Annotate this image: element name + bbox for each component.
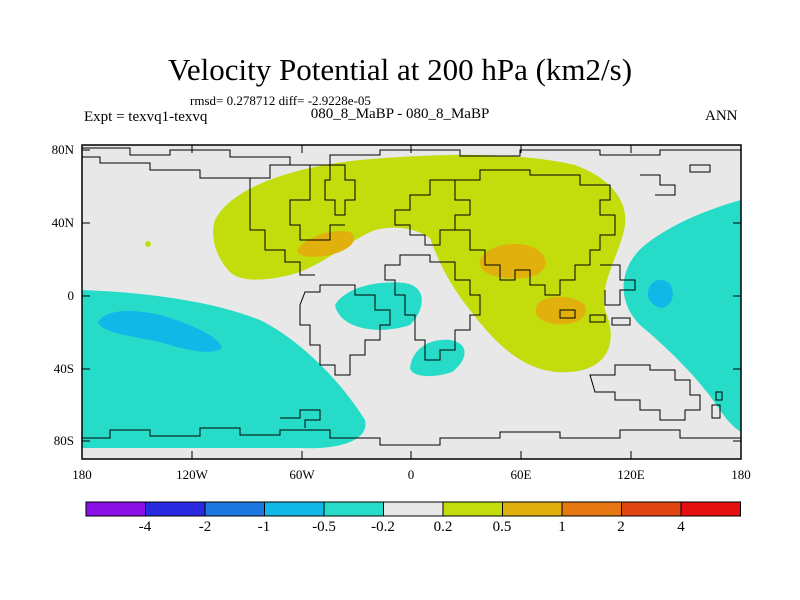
contour-small-positive (145, 241, 151, 247)
x-label-180w: 180 (72, 467, 92, 482)
stats-line: rmsd= 0.278712 diff= -2.9228e-05 (190, 93, 371, 108)
colorbar-label-2: -1 (257, 519, 271, 535)
colorbar-swatch-0 (85, 501, 146, 517)
coast-europe (394, 179, 471, 246)
contour-pacific-core (98, 310, 222, 352)
x-ticks (81, 145, 742, 459)
coast-arctic (82, 147, 741, 166)
colorbar-swatch-7 (502, 501, 563, 517)
colorbar-swatch-8 (561, 501, 622, 517)
colorbar-swatch-4 (323, 501, 384, 517)
colorbar-swatch-2 (204, 501, 265, 517)
coast-asia (455, 169, 616, 296)
contour-south-america-negative (335, 282, 422, 330)
x-label-120e: 120E (617, 467, 645, 482)
season-label: ANN (705, 108, 738, 124)
case-subtitle: 080_8_MaBP - 080_8_MaBP (310, 106, 490, 122)
colorbar-label-8: 2 (617, 519, 625, 535)
colorbar-swatch-6 (442, 501, 503, 517)
coast-north-pacific-island (689, 164, 711, 173)
colorbar-swatch-1 (145, 501, 206, 517)
y-label-40s: 40S (53, 361, 74, 376)
y-label-80s: 80S (53, 433, 74, 448)
coastlines (82, 147, 741, 446)
x-label-0: 0 (407, 467, 415, 482)
coast-africa (384, 254, 481, 361)
contour-field (82, 145, 741, 459)
colorbar-label-0: -4 (138, 519, 152, 535)
coast-indonesia (559, 309, 631, 326)
contour-europe-max (297, 231, 354, 257)
contour-east-pacific-core (647, 279, 673, 308)
contour-indian-ocean-max (535, 296, 586, 325)
x-label-180e: 180 (731, 467, 751, 482)
coast-new-zealand (711, 404, 721, 419)
y-label-80n: 80N (51, 142, 74, 157)
plot-title: Velocity Potential at 200 hPa (km2/s) (167, 52, 633, 87)
contour-eurasia-positive (213, 154, 626, 373)
coast-nz-north (715, 391, 723, 401)
x-label-60e: 60E (510, 467, 532, 482)
y-label-0: 0 (67, 288, 75, 303)
coast-east-asia (600, 264, 636, 306)
y-label-40n: 40N (51, 215, 74, 230)
colorbar-swatch-9 (621, 501, 682, 517)
contour-south-atlantic-negative (410, 339, 465, 377)
colorbar-swatch-10 (680, 501, 741, 517)
colorbar-label-9: 4 (677, 519, 685, 535)
colorbar-label-6: 0.5 (492, 519, 512, 535)
colorbar-swatch-5 (383, 501, 444, 517)
coast-alaska (640, 174, 676, 196)
coast-australia (589, 364, 701, 421)
colorbar (85, 501, 741, 517)
coast-north-america (82, 156, 345, 276)
colorbar-label-3: -0.5 (312, 519, 336, 535)
coast-antarctic-peninsula (280, 409, 321, 428)
colorbar-label-7: 1 (558, 519, 566, 535)
y-ticks (82, 149, 741, 442)
x-label-120w: 120W (176, 467, 208, 482)
colorbar-label-1: -2 (198, 519, 212, 535)
coast-antarctica (82, 427, 741, 446)
colorbar-label-4: -0.2 (371, 519, 395, 535)
x-label-60w: 60W (289, 467, 315, 482)
contour-east-pacific-negative (623, 200, 741, 432)
experiment-label: Expt = texvq1-texvq (84, 109, 208, 125)
colorbar-swatch-3 (264, 501, 325, 517)
coast-south-america (299, 284, 391, 376)
colorbar-label-5: 0.2 (433, 519, 453, 535)
coast-greenland (324, 164, 356, 216)
